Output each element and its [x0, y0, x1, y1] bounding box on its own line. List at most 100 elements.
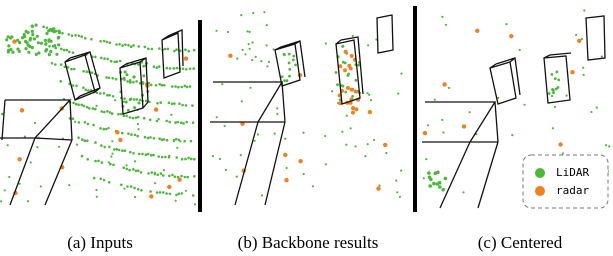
point [254, 140, 256, 142]
point [133, 75, 136, 78]
point [155, 84, 158, 87]
point [444, 177, 448, 181]
point [346, 86, 350, 90]
point [178, 193, 181, 196]
point [341, 84, 344, 87]
point [193, 175, 196, 178]
point [246, 30, 248, 32]
point [475, 29, 479, 33]
point [109, 111, 112, 114]
point [125, 115, 128, 118]
point [177, 86, 180, 89]
point [108, 77, 111, 80]
point [552, 127, 554, 129]
point [133, 187, 136, 190]
point [124, 43, 127, 46]
point [441, 119, 443, 121]
point [255, 56, 257, 58]
point [252, 41, 254, 43]
point [161, 156, 164, 159]
point [192, 121, 195, 124]
point [29, 37, 32, 40]
point [147, 48, 150, 51]
point [154, 173, 156, 175]
point [17, 157, 21, 161]
point [177, 121, 180, 124]
point [49, 50, 52, 53]
point [136, 135, 139, 138]
point [83, 139, 86, 142]
point [423, 131, 427, 135]
point [343, 68, 347, 72]
point [21, 36, 24, 39]
point [40, 185, 42, 187]
point [185, 68, 188, 71]
point [96, 105, 98, 107]
point [367, 143, 369, 145]
point [26, 41, 29, 44]
point [57, 36, 60, 39]
point [190, 158, 193, 161]
point [164, 156, 167, 159]
point [82, 86, 85, 89]
point [161, 84, 164, 87]
point [120, 113, 123, 116]
point [192, 67, 195, 70]
point [36, 146, 38, 148]
point [156, 191, 159, 194]
point [186, 176, 189, 179]
point [42, 25, 45, 28]
point [129, 151, 132, 154]
point [281, 75, 284, 78]
point [149, 194, 153, 198]
point [168, 102, 171, 105]
point [352, 35, 354, 37]
point [108, 161, 110, 163]
point [137, 128, 139, 130]
point [75, 103, 78, 106]
point [383, 143, 387, 147]
point [66, 49, 69, 52]
point [129, 116, 132, 119]
point [350, 127, 352, 129]
point [168, 121, 171, 124]
point [114, 99, 116, 101]
boxes [0, 15, 605, 208]
point [153, 65, 156, 68]
point [171, 85, 174, 88]
point [91, 71, 94, 74]
point [163, 169, 165, 171]
point [162, 174, 165, 177]
point [78, 121, 81, 124]
point [284, 178, 288, 182]
point [7, 144, 9, 146]
point [288, 75, 291, 78]
point [159, 101, 162, 104]
point [121, 149, 124, 152]
point [47, 29, 50, 32]
point [99, 127, 101, 129]
point [12, 39, 16, 43]
point [427, 171, 431, 175]
point [175, 138, 178, 141]
point [225, 169, 227, 171]
point [27, 51, 30, 54]
point [367, 44, 369, 46]
point [399, 196, 401, 198]
point [425, 158, 427, 160]
point [519, 49, 521, 51]
point [368, 94, 370, 96]
point [558, 142, 562, 146]
point [448, 87, 450, 89]
point [156, 102, 159, 105]
point [156, 66, 159, 69]
point [292, 59, 295, 62]
point [551, 88, 554, 91]
legend-label: LiDAR [556, 166, 589, 179]
point [312, 185, 314, 187]
point [288, 62, 291, 65]
point [30, 161, 32, 163]
point [185, 190, 187, 192]
point [350, 54, 354, 58]
point [252, 12, 254, 14]
